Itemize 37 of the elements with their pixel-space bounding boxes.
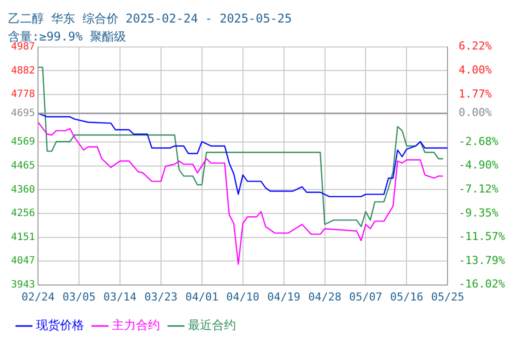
x-tick-label: 04/19 [267,290,300,304]
y-tick-label: 4695 [10,108,36,119]
y-tick-label: 3943 [10,279,36,290]
y2-tick-label: -11.57% [458,230,506,244]
x-tick-label: 02/24 [22,290,56,304]
legend-label: 最近合约 [188,318,236,332]
y2-tick-label: -7.12% [458,182,499,196]
y-tick-label: 4151 [10,232,36,243]
y-tick-label: 4256 [10,208,36,220]
x-tick-label: 04/28 [308,290,342,304]
legend-label: 现货价格 [36,318,84,332]
x-tick-label: 04/01 [185,290,218,304]
x-tick-label: 05/16 [390,290,424,304]
y2-tick-label: 4.00% [458,63,492,76]
y-tick-label: 4047 [10,256,36,267]
x-tick-label: 05/25 [431,290,464,304]
y2-tick-label: 0.00% [458,106,492,120]
y-tick-label: 4778 [10,89,36,100]
x-tick-label: 03/23 [144,290,178,304]
legend-label: 主力合约 [112,318,160,332]
x-tick-label: 05/07 [349,290,382,304]
y2-tick-label: 6.22% [458,40,492,53]
y2-tick-label: -9.35% [458,206,499,220]
x-tick-label: 03/05 [62,290,96,304]
y-tick-label: 4360 [10,184,36,196]
x-tick-label: 04/10 [226,290,260,304]
y-tick-label: 4882 [10,65,36,76]
y-tick-label: 4569 [10,136,36,148]
y2-tick-label: -16.02% [458,278,506,291]
x-tick-label: 03/14 [103,290,137,304]
y2-tick-label: -2.68% [458,134,499,148]
y2-tick-label: 1.77% [458,87,492,100]
y2-tick-label: -13.79% [458,254,506,267]
y2-tick-label: -4.90% [458,158,499,172]
y-tick-label: 4465 [10,160,36,172]
y-tick-label: 4987 [10,41,36,52]
chart-title: 乙二醇 华东 综合价 2025-02-24 - 2025-05-25 [8,11,292,26]
